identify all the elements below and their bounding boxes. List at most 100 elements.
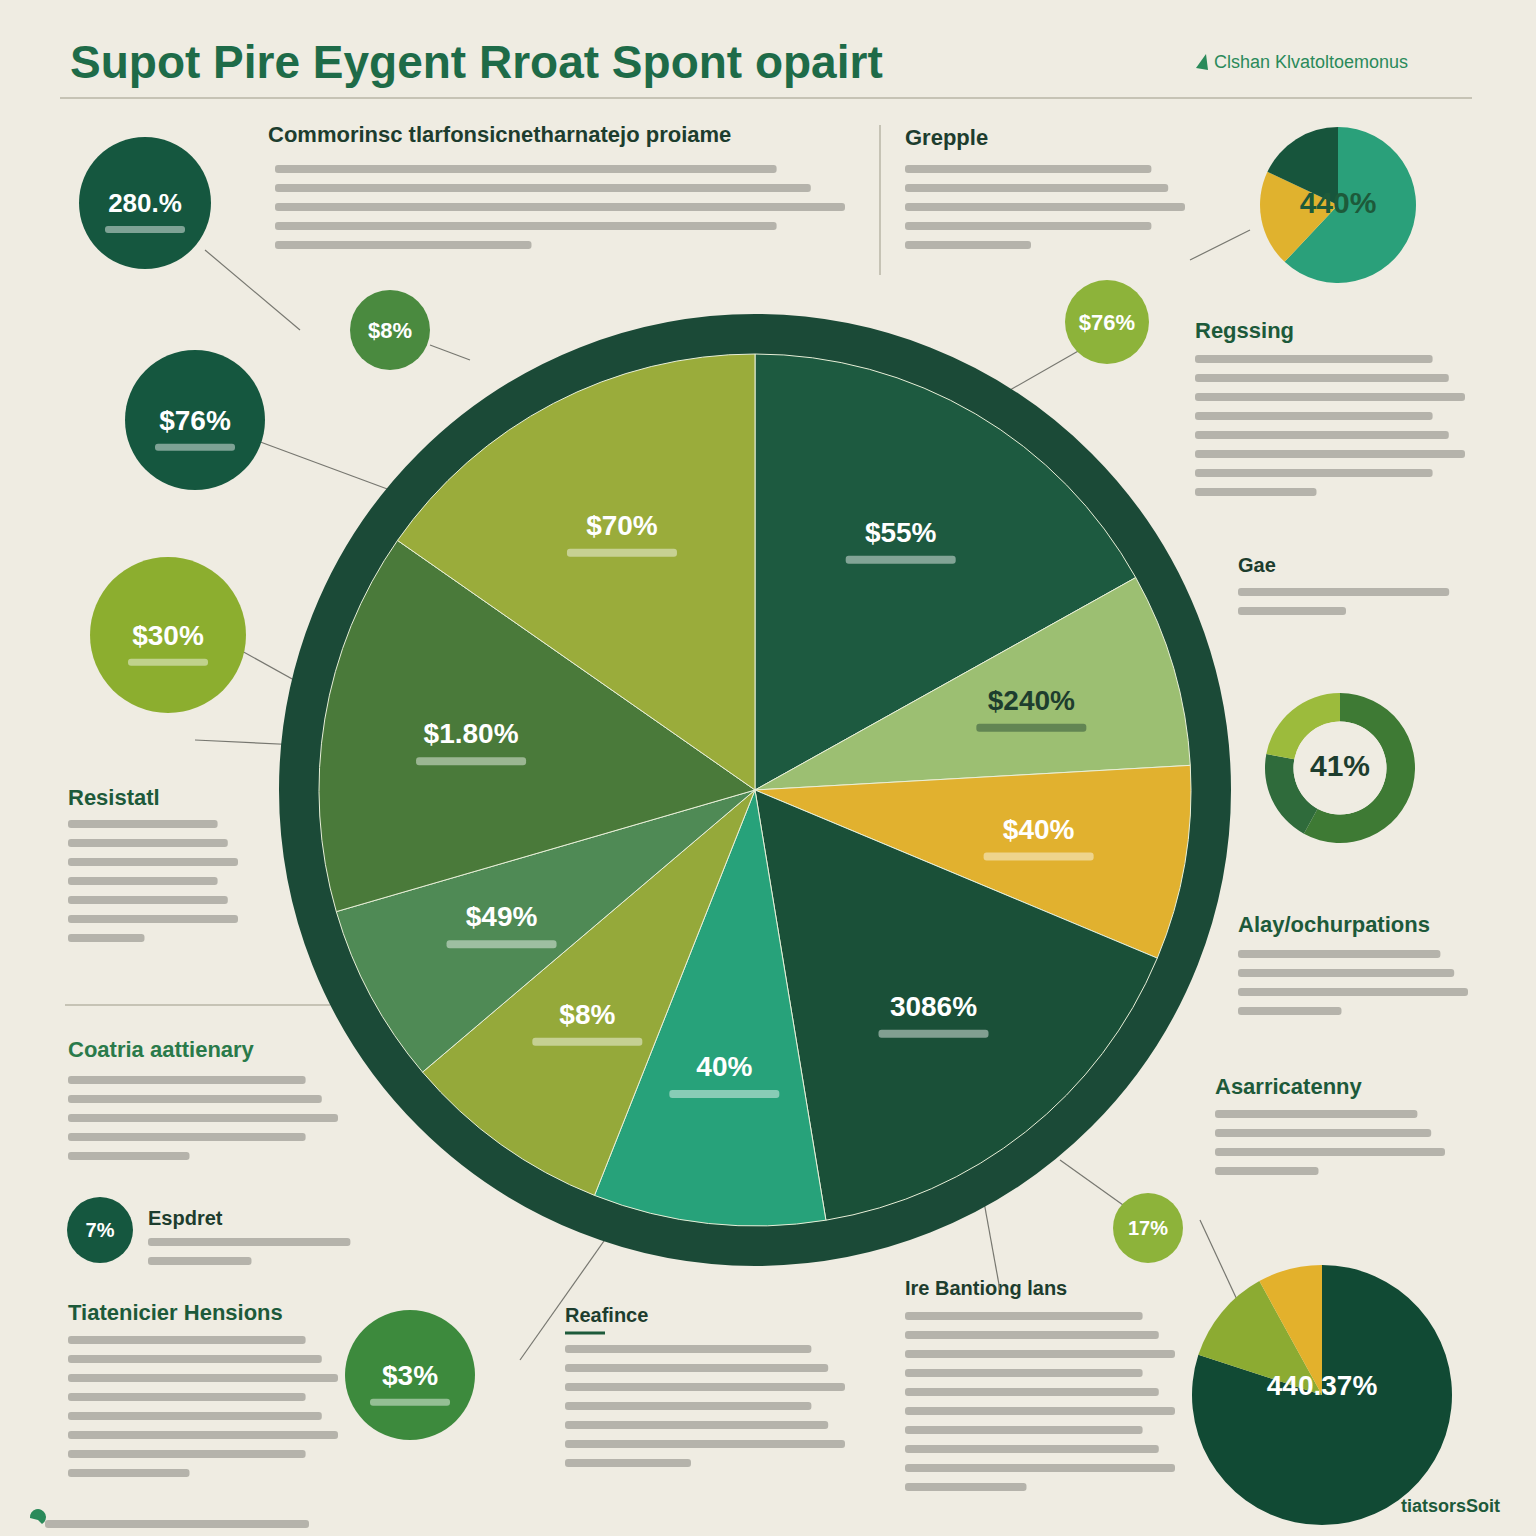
brand-icon [1196,54,1208,70]
bubble-circle [1065,280,1149,364]
brand: Clshan Klvatoltoemonus [1214,52,1408,72]
pie-slice [1192,1265,1452,1525]
paragraph-line [1215,1148,1445,1156]
paragraph-line [68,1469,190,1477]
slice-label: $55% [865,517,937,548]
bubble: 7% [67,1197,133,1263]
paragraph-line [68,1393,306,1401]
slice-label: $70% [586,510,658,541]
bubble: $3% [345,1310,475,1440]
paragraph-line [565,1345,811,1353]
paragraph-line [68,820,218,828]
paragraph-line [45,1520,309,1528]
slice-sublabel [567,549,677,557]
paragraph-line [1195,469,1433,477]
bubble-circle [67,1197,133,1263]
paragraph-line [68,1374,338,1382]
connector [1060,1160,1130,1210]
bubble-circle [1113,1193,1183,1263]
paragraph-line [905,1331,1159,1339]
paragraph-line [1195,355,1433,363]
annotation: 440.37% [1267,1370,1378,1401]
paragraph-line [68,1095,322,1103]
slice-label: 3086% [890,991,977,1022]
bubble-circle [125,350,265,490]
bubble-label: $30% [132,620,204,651]
connector [1010,350,1080,390]
donut-hole [1294,722,1387,815]
paragraph-line [905,184,1168,192]
slice-sublabel [532,1038,642,1046]
connector [255,440,390,490]
paragraph-line [905,1350,1175,1358]
paragraph-line [68,1114,338,1122]
paragraph-line [905,165,1151,173]
separator [565,1332,605,1335]
slice-sublabel [416,757,526,765]
paragraph-line [1215,1110,1417,1118]
paragraph-line [1238,969,1454,977]
bubble-circle [350,290,430,370]
paragraph-line [68,1336,306,1344]
paragraph-line [275,165,777,173]
separator [879,125,881,275]
paragraph-line [1238,607,1346,615]
heading: Reafince [565,1304,648,1326]
bubble: $76% [125,350,265,490]
bubble: $30% [90,557,246,713]
connector [205,250,300,330]
slice-label: $49% [466,901,538,932]
pie-ring [300,335,1210,1245]
bubble-sublabel [370,1399,450,1406]
bubble-label: $8% [368,318,412,343]
paragraph-line [1238,988,1468,996]
paragraph-line [905,1388,1159,1396]
bubble-sublabel [128,659,208,666]
footer-icon [30,1509,46,1524]
paragraph-line [275,203,845,211]
slice-sublabel [447,940,557,948]
paragraph-line [1195,374,1449,382]
bubble-sublabel [155,444,235,451]
paragraph-line [148,1238,350,1246]
paragraph-line [1238,588,1449,596]
annotation: 440% [1300,186,1377,219]
slice-sublabel [669,1090,779,1098]
paragraph-line [148,1257,252,1265]
heading: Alay/ochurpations [1238,912,1430,937]
paragraph-line [1215,1129,1431,1137]
bubble-label: 7% [86,1219,115,1241]
paragraph-line [905,1483,1027,1491]
paragraph-line [1195,431,1449,439]
bubble: 280.% [79,137,211,269]
paragraph-line [1238,1007,1342,1015]
paragraph-line [275,222,777,230]
paragraph-line [905,222,1151,230]
footer: tiatsorsSoit [1401,1496,1500,1516]
paragraph-line [68,839,228,847]
bubble-label: 17% [1128,1217,1168,1239]
heading: Tiatenicier Hensions [68,1300,283,1325]
heading: Gae [1238,554,1276,576]
paragraph-line [1195,393,1465,401]
paragraph-line [275,184,811,192]
slice-label: $40% [1003,814,1075,845]
bubble-label: $3% [382,1360,438,1391]
paragraph-line [68,1450,306,1458]
slice-label: 40% [696,1051,752,1082]
heading: Resistatl [68,785,160,810]
heading: Coatria aattienary [68,1037,255,1062]
bubble-circle [79,137,211,269]
paragraph-line [1215,1167,1319,1175]
paragraph-line [905,241,1031,249]
paragraph-line [1195,450,1465,458]
main-pie: $55%$240%$40%3086%40%$8%$49%$1.80%$70% [300,335,1210,1245]
slice-sublabel [846,556,956,564]
paragraph-line [1195,412,1433,420]
paragraph-line [68,896,228,904]
connector [1190,230,1250,260]
paragraph-line [565,1459,691,1467]
slice-label: $240% [988,685,1075,716]
paragraphs [45,165,1468,1528]
separator [65,1004,330,1006]
